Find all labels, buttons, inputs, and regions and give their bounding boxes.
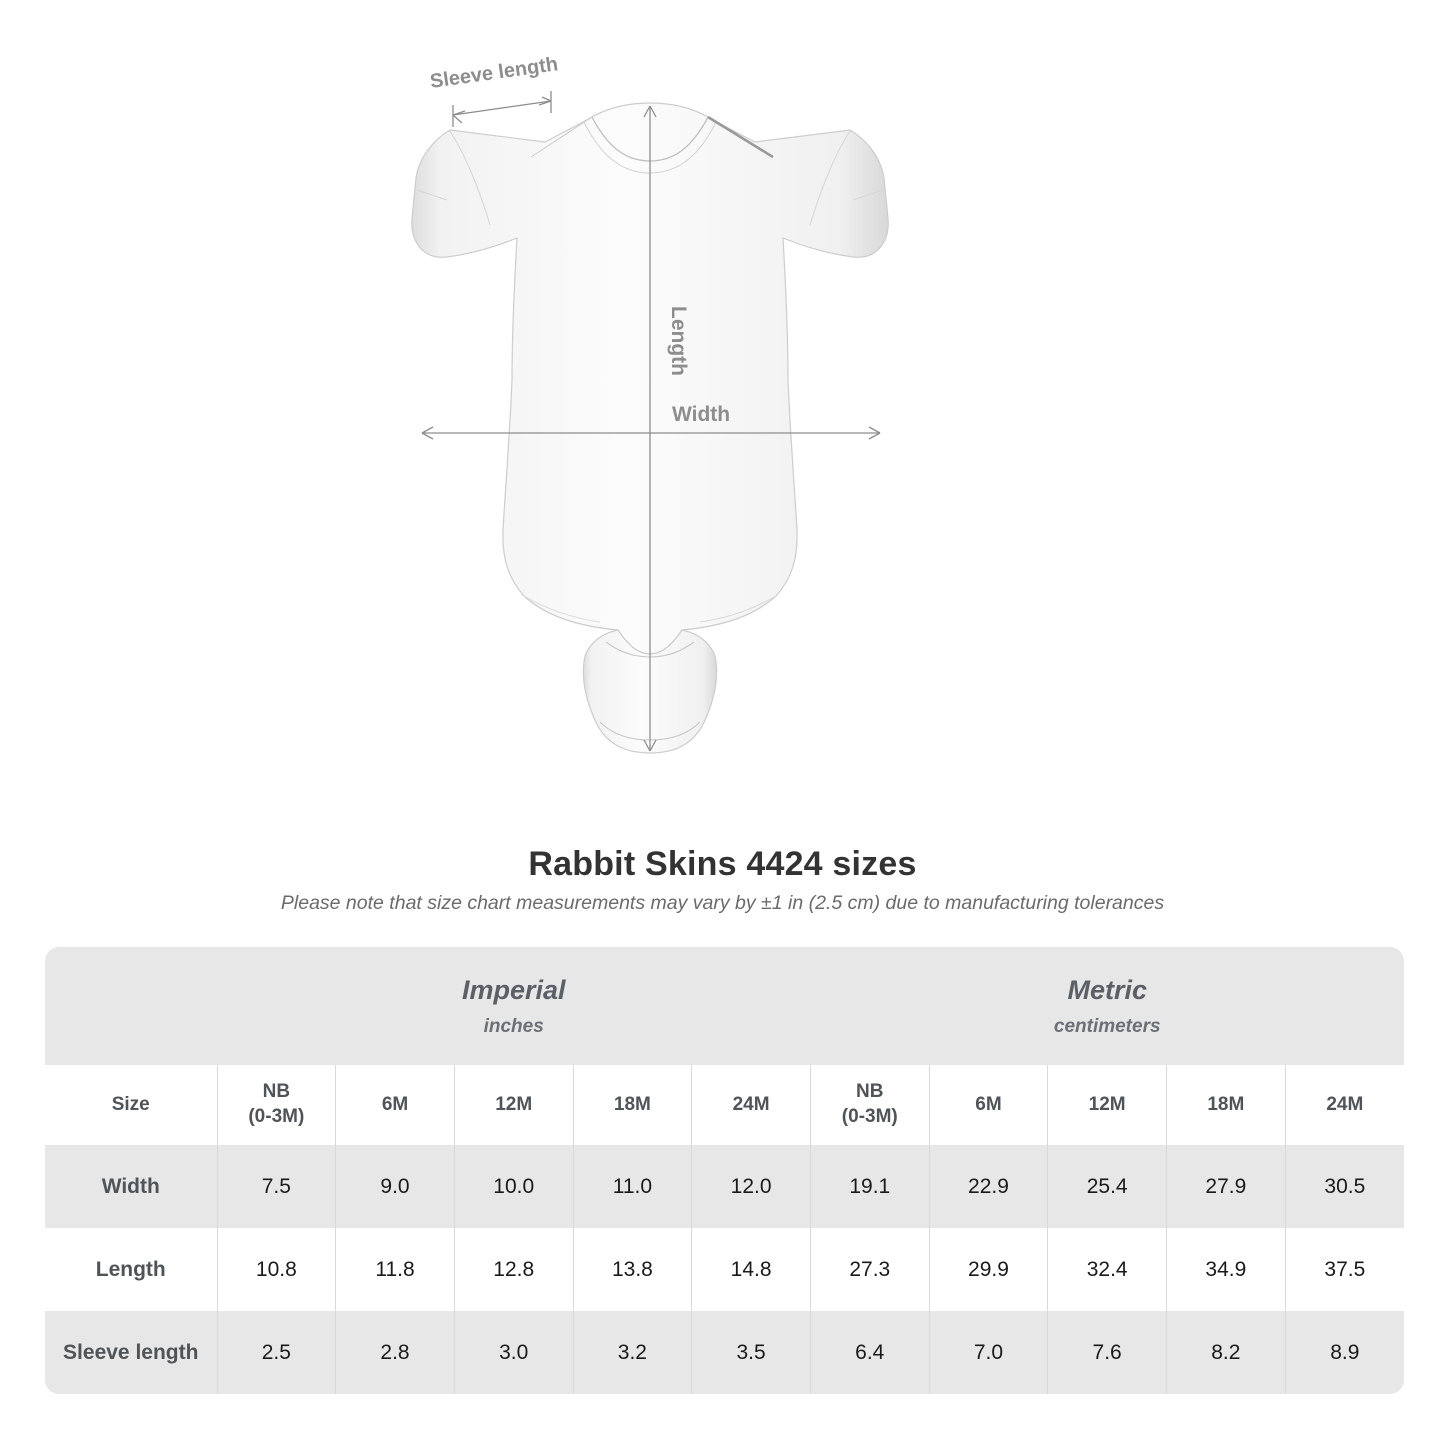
svg-text:Length: Length [667, 306, 690, 376]
svg-text:Sleeve length: Sleeve length [429, 53, 560, 93]
svg-text:Width: Width [672, 403, 730, 426]
